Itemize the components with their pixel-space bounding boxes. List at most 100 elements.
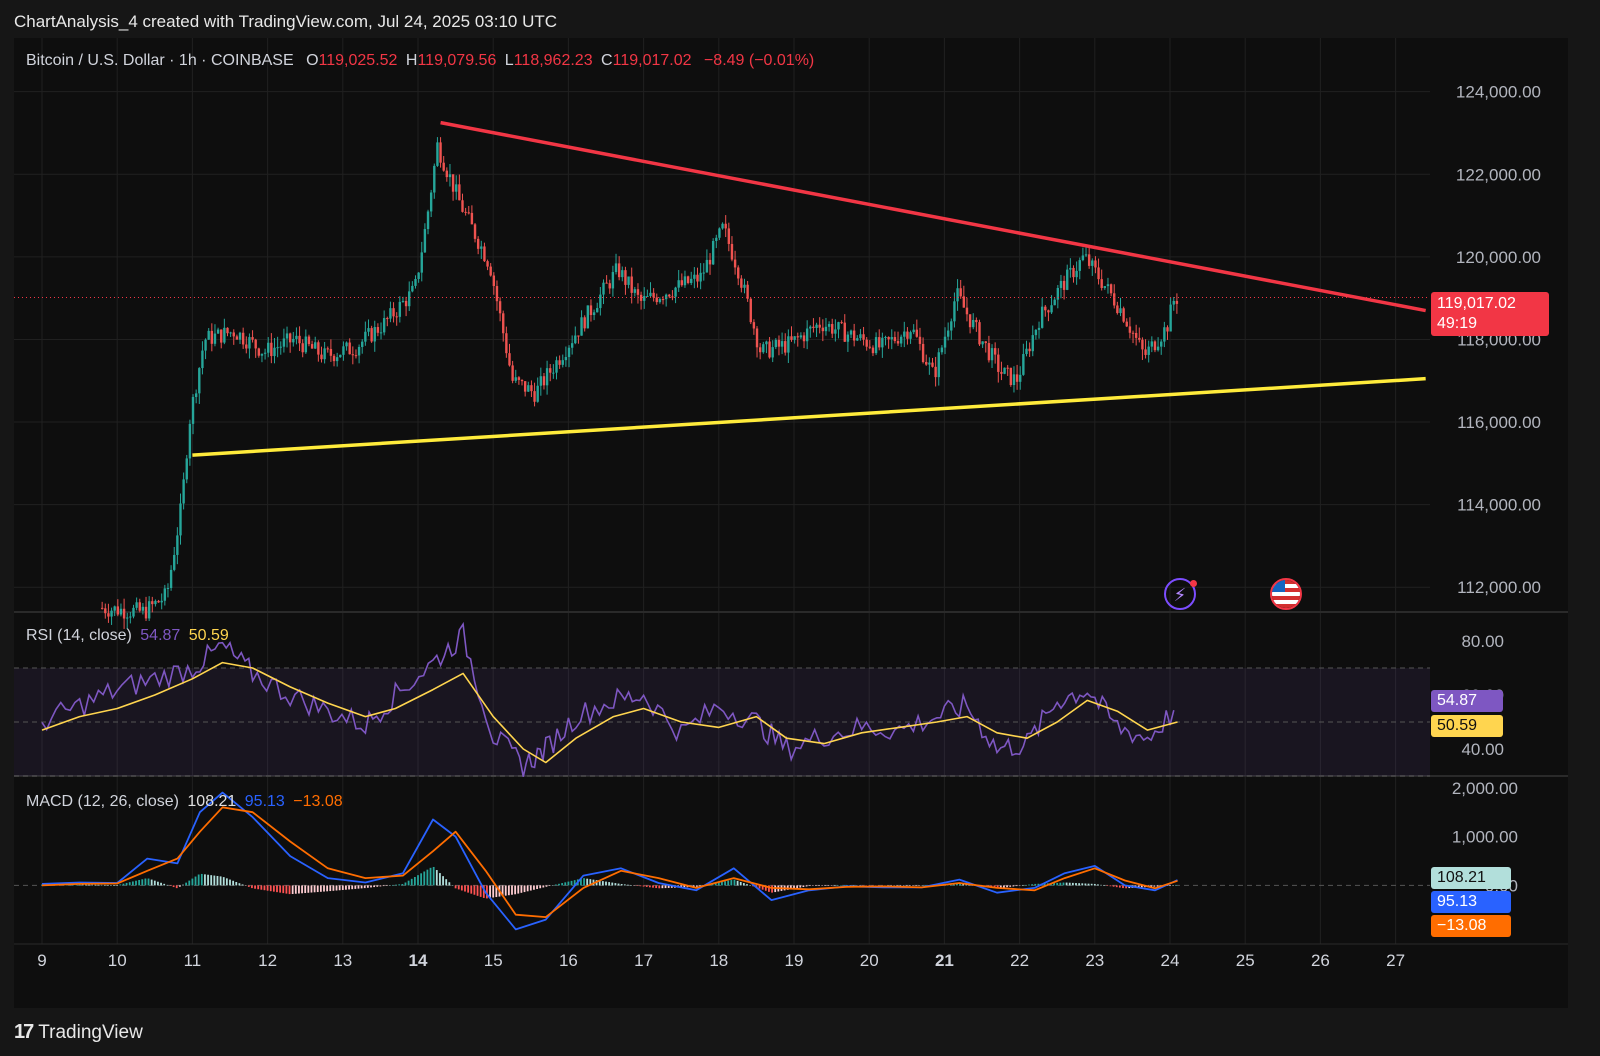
candle-body	[154, 600, 157, 605]
candle-body	[771, 347, 774, 358]
candle-body	[173, 554, 176, 570]
macd-hist-bar	[219, 876, 222, 886]
time-axis-tick: 16	[559, 951, 578, 970]
macd-hist-bar	[580, 878, 582, 886]
candle-body	[288, 333, 292, 343]
candle-body	[921, 343, 925, 362]
time-axis-tick: 9	[37, 951, 46, 970]
macd-hist-bar	[542, 885, 545, 888]
candle-body	[194, 393, 198, 397]
time-axis-tick: 15	[484, 951, 503, 970]
close-label: C	[601, 52, 613, 69]
candle-body	[135, 602, 138, 608]
candle-body	[476, 238, 480, 249]
candle-body	[536, 385, 539, 402]
candle-body	[182, 479, 185, 504]
candle-body	[940, 347, 944, 353]
candle-body	[273, 347, 276, 357]
candle-body	[1109, 284, 1113, 294]
time-axis-tick: 17	[634, 951, 653, 970]
symbol-name[interactable]: Bitcoin / U.S. Dollar · 1h · COINBASE	[26, 52, 294, 69]
candle-body	[1022, 354, 1025, 375]
macd-hist-bar	[410, 878, 413, 886]
candle-body	[555, 360, 558, 373]
candle-body	[483, 246, 486, 262]
macd-hist-bar	[407, 880, 410, 886]
low-value: 118,962.23	[513, 52, 593, 69]
macd-hist-bar	[520, 885, 523, 893]
macd-hist-bar	[611, 882, 614, 886]
candle-body	[987, 343, 991, 361]
candle-body	[122, 608, 126, 619]
ai-event-icon[interactable]: ⚡	[1164, 578, 1196, 610]
tradingview-logo[interactable]: 17 TradingView	[14, 1021, 143, 1044]
candles	[100, 137, 1179, 629]
candle-body	[442, 162, 445, 171]
macd-legend[interactable]: MACD (12, 26, close) 108.21 95.13 −13.08	[26, 793, 347, 811]
candle-body	[367, 328, 370, 332]
candle-body	[608, 283, 611, 289]
candle-body	[461, 200, 464, 212]
time-axis-tick: 10	[108, 951, 127, 970]
candle-body	[251, 337, 254, 340]
macd-hist-bar	[683, 885, 686, 888]
macd-hist-bar	[197, 874, 200, 886]
candle-body	[1044, 306, 1047, 311]
candle-body	[903, 331, 906, 337]
macd-hist-bar	[1059, 882, 1062, 886]
macd-hist-bar	[357, 885, 360, 889]
candle-body	[361, 341, 364, 347]
time-axis-tick: 14	[409, 951, 428, 970]
macd-hist-bar	[169, 885, 172, 886]
macd-hist-bar	[999, 885, 1002, 888]
candle-body	[335, 357, 339, 362]
macd-hist-bar	[272, 885, 275, 892]
candle-body	[893, 337, 897, 342]
macd-hist-bar	[843, 885, 846, 886]
candle-body	[470, 212, 474, 225]
candle-body	[147, 601, 151, 619]
candle-body	[386, 318, 389, 320]
macd-hist-bar	[893, 885, 896, 886]
macd-hist-bar	[229, 879, 231, 886]
candle-body	[480, 246, 483, 249]
macd-hist-bar	[288, 885, 291, 895]
macd-hist-bar	[335, 885, 338, 891]
price-axis-tick: 116,000.00	[1457, 413, 1541, 432]
macd-hist-bar	[736, 880, 739, 886]
candle-body	[179, 503, 182, 536]
time-axis-tick: 26	[1311, 951, 1330, 970]
candle-body	[727, 228, 731, 244]
candle-body	[1069, 267, 1072, 270]
candle-body	[815, 324, 818, 329]
rsi-legend[interactable]: RSI (14, close) 54.87 50.59	[26, 627, 233, 645]
macd-hist-bar	[382, 885, 385, 887]
candle-body	[774, 339, 778, 348]
macd-hist-bar	[313, 885, 316, 893]
us-flag-event-icon[interactable]	[1270, 578, 1302, 610]
macd-hist-bar	[363, 885, 366, 889]
candle-body	[401, 300, 405, 302]
candle-body	[614, 263, 618, 273]
macd-signal-value: 95.13	[244, 793, 285, 810]
macd-hist-bar	[601, 881, 604, 886]
candle-body	[163, 588, 167, 601]
candle-body	[802, 335, 806, 342]
candle-body	[1091, 260, 1094, 266]
rsi-band	[14, 668, 1430, 776]
candle-body	[868, 346, 872, 348]
macd-hist-bar	[589, 879, 592, 886]
macd-hist-bar	[749, 885, 752, 886]
macd-hist-bar	[680, 885, 683, 888]
price-chart[interactable]: 124,000.00122,000.00120,000.00118,000.00…	[14, 38, 1568, 1008]
macd-hist-bar	[439, 873, 441, 886]
macd-hist-bar	[1153, 885, 1156, 887]
macd-hist-bar	[210, 875, 213, 886]
macd-hist-bar	[113, 885, 115, 886]
candle-body	[216, 329, 220, 334]
candle-body	[824, 326, 828, 332]
candle-body	[542, 376, 546, 386]
macd-hist-bar	[379, 885, 382, 887]
macd-hist-bar	[395, 884, 397, 886]
candle-body	[715, 237, 718, 241]
